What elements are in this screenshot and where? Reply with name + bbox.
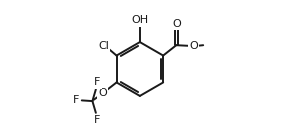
Text: F: F [94, 115, 101, 125]
Text: F: F [94, 77, 101, 87]
Text: OH: OH [131, 15, 148, 25]
Text: O: O [189, 41, 198, 51]
Text: O: O [172, 19, 181, 29]
Text: F: F [73, 95, 79, 105]
Text: Cl: Cl [98, 41, 109, 51]
Text: O: O [98, 88, 107, 98]
